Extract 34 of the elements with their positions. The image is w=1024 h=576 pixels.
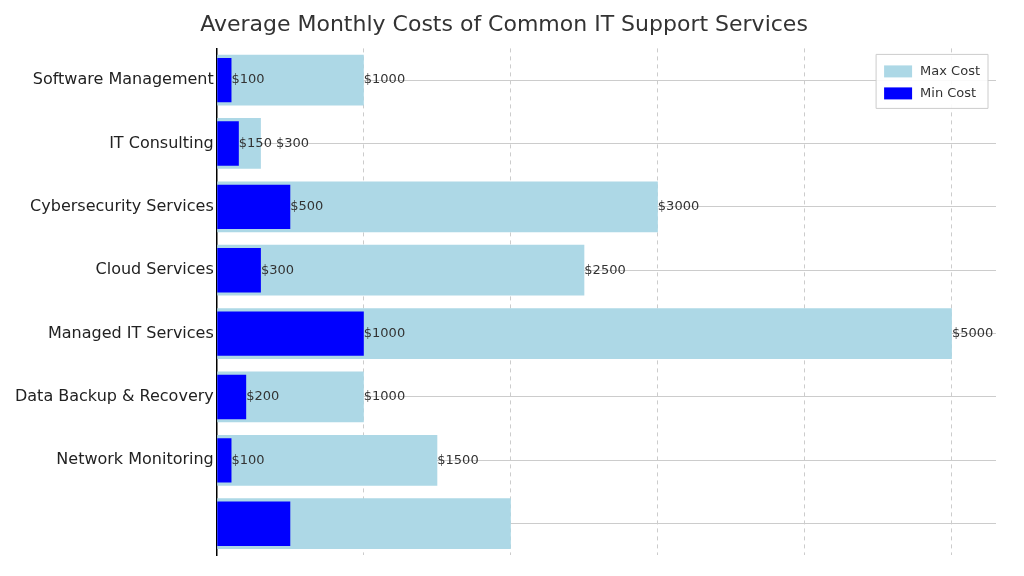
data-label: $200 — [246, 388, 280, 404]
data-label: $2500 — [584, 261, 626, 277]
data-label: $5000 — [951, 324, 994, 340]
data-label: $300 — [260, 261, 294, 277]
data-label: $1000 — [363, 388, 406, 404]
chart-title: Average Monthly Costs of Common IT Support Services — [200, 10, 808, 36]
data-label: $3000 — [657, 198, 700, 214]
data-label: $1500 — [437, 451, 479, 467]
y-tick-label: IT Consulting — [109, 132, 214, 152]
bar — [217, 121, 239, 166]
bar — [217, 54, 364, 106]
bar — [217, 434, 438, 486]
y-tick-label: Network Monitoring — [56, 449, 214, 469]
data-label: $100 — [231, 451, 265, 467]
bar — [217, 57, 232, 103]
data-label: $100 — [231, 71, 265, 87]
data-label: $300 — [275, 134, 309, 150]
bar — [217, 438, 232, 483]
y-tick-label: Cloud Services — [95, 259, 214, 279]
bar — [217, 374, 247, 420]
data-label: $1000 — [363, 324, 406, 340]
data-label: $500 — [290, 198, 324, 214]
data-label: $1000 — [363, 71, 406, 87]
bar — [217, 248, 261, 293]
legend-label: Min Cost — [920, 84, 977, 100]
bar — [217, 184, 291, 230]
y-tick-label: Cybersecurity Services — [30, 195, 214, 215]
y-tick-label: Managed IT Services — [47, 322, 214, 342]
bar — [217, 311, 364, 356]
data-label: $150 — [238, 134, 272, 150]
y-tick-label: Data Backup & Recovery — [14, 386, 214, 406]
y-tick-label: Software Management — [32, 69, 214, 89]
bar — [217, 501, 291, 546]
legend-label: Max Cost — [920, 62, 981, 78]
